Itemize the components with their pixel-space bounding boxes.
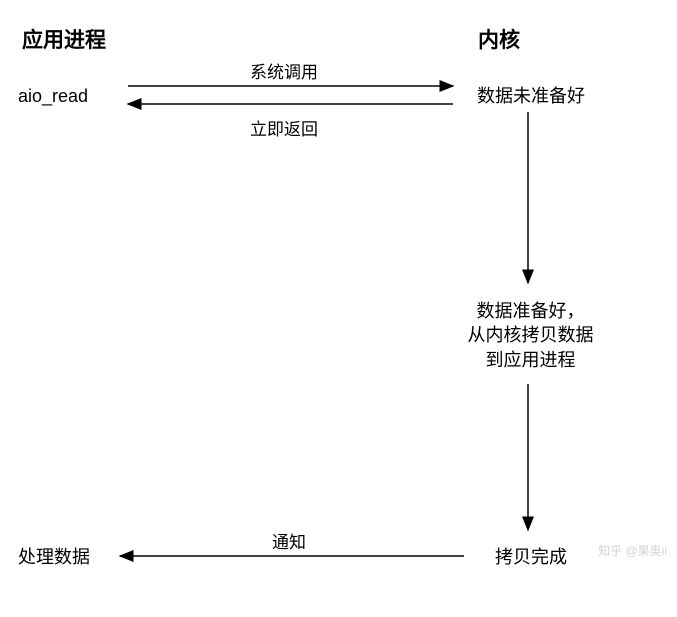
watermark-text: 知乎 @果奥ii [598,544,667,558]
node-process-data-text: 处理数据 [18,547,90,567]
label-notify: 通知 [272,528,306,553]
node-aio-read: aio_read [18,84,108,108]
node-not-ready: 数据未准备好 [466,84,596,108]
node-aio-read-text: aio_read [18,86,88,106]
header-kernel: 内核 [478,24,520,54]
header-app-process: 应用进程 [22,24,106,54]
node-not-ready-text: 数据未准备好 [477,86,585,106]
label-return: 立即返回 [250,115,318,140]
label-return-text: 立即返回 [250,120,318,139]
header-left-text: 应用进程 [22,29,106,52]
label-syscall: 系统调用 [250,58,318,83]
label-syscall-text: 系统调用 [250,63,318,82]
node-copy-done-text: 拷贝完成 [495,547,567,567]
watermark: 知乎 @果奥ii [598,542,667,559]
node-copy-done: 拷贝完成 [486,545,576,569]
node-process-data: 处理数据 [18,545,108,569]
node-ready-copy-text: 数据准备好， 从内核拷贝数据 到应用进程 [468,301,594,370]
node-ready-copy: 数据准备好， 从内核拷贝数据 到应用进程 [448,299,613,372]
header-right-text: 内核 [478,29,520,52]
label-notify-text: 通知 [272,533,306,552]
